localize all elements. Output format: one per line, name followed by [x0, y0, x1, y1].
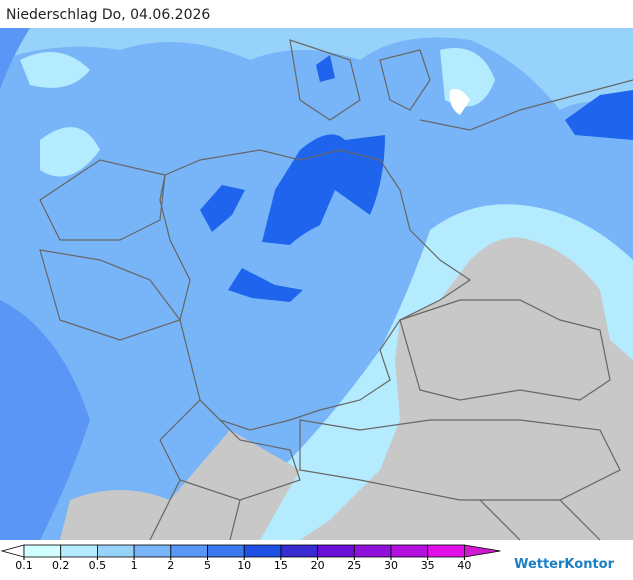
no-data-area [300, 237, 633, 540]
legend-swatch [23, 544, 62, 558]
legend-arrow [0, 544, 25, 558]
legend-swatch [207, 544, 245, 558]
legend-arrow [463, 544, 501, 558]
legend-swatch [317, 544, 355, 558]
legend-tick-label: 0.2 [52, 559, 70, 572]
legend-swatch [170, 544, 208, 558]
legend-swatch [390, 544, 429, 558]
legend-swatch [353, 544, 392, 558]
legend-tick-label: 2 [167, 559, 174, 572]
no-data-area [60, 430, 300, 540]
legend-tick-label: 25 [347, 559, 361, 572]
legend-swatch [60, 544, 98, 558]
legend-tick-label: 20 [311, 559, 325, 572]
legend-tick-label: 35 [421, 559, 435, 572]
legend: 0.1 0.2 0.5 1 2 5 10 15 20 25 30 35 40 [0, 544, 501, 572]
map-title: Niederschlag Do, 04.06.2026 [6, 7, 210, 23]
legend-swatch [427, 544, 465, 558]
legend-tick-label: 30 [384, 559, 398, 572]
precip-heavy [200, 55, 633, 302]
borders [39, 39, 633, 541]
precip-light [0, 28, 633, 120]
legend-tick-label: 15 [274, 559, 288, 572]
brand-logo: WetterKontor [514, 557, 615, 572]
legend-swatch [133, 544, 172, 558]
legend-tick-label: 0.1 [15, 559, 33, 572]
legend-swatch [243, 544, 282, 558]
legend-tick-label: 0.5 [89, 559, 107, 572]
legend-tick-label: 5 [204, 559, 211, 572]
legend-swatch [280, 544, 318, 558]
legend-tick-label: 10 [237, 559, 251, 572]
precip-lighter [20, 48, 495, 177]
map [0, 28, 633, 541]
precip-heavy [262, 134, 385, 245]
precip-none [449, 88, 470, 115]
precip-moderate [0, 28, 90, 540]
legend-swatch [97, 544, 135, 558]
legend-tick-label: 40 [457, 559, 471, 572]
legend-tick-label: 1 [131, 559, 138, 572]
